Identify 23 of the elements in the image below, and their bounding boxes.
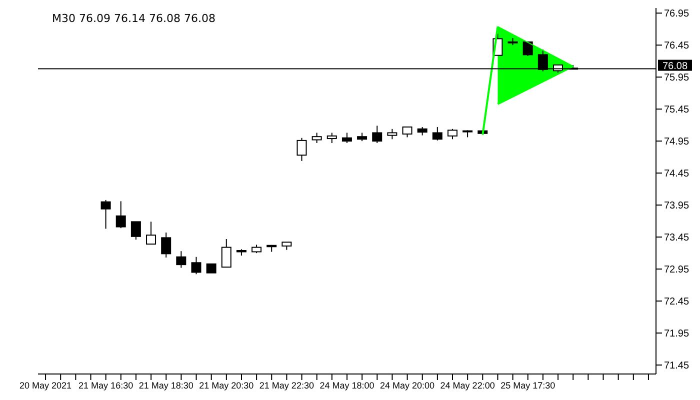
y-tick-label: 73.45 (664, 232, 690, 244)
y-tick-label: 74.45 (664, 168, 690, 180)
y-tick-label: 72.95 (664, 264, 690, 276)
y-tick-label: 74.95 (664, 136, 690, 148)
x-tick-label: 21 May 16:30 (78, 380, 134, 390)
chart-title: M30 76.09 76.14 76.08 76.08 (52, 12, 216, 25)
y-tick-label: 76.95 (664, 8, 690, 20)
x-tick-label: 20 May 2021 (20, 380, 72, 390)
x-tick-label: 24 May 22:00 (440, 380, 495, 390)
x-tick-label: 21 May 20:30 (199, 380, 254, 390)
y-tick-label: 73.95 (664, 200, 690, 212)
y-tick-label: 72.45 (664, 296, 690, 308)
y-tick-label: 71.45 (664, 360, 690, 372)
x-tick-label: 24 May 20:00 (380, 380, 435, 390)
x-tick-label: 24 May 18:00 (320, 380, 374, 390)
x-tick-label: 25 May 17:30 (500, 380, 556, 390)
y-tick-label: 75.95 (664, 72, 690, 84)
ref-line-label: 76.08 (662, 60, 688, 72)
x-tick-label: 21 May 22:30 (259, 380, 314, 390)
x-tick-label: 21 May 18:30 (138, 380, 194, 390)
y-tick-label: 76.45 (664, 40, 690, 52)
y-tick-label: 71.95 (664, 328, 690, 340)
y-tick-label: 75.45 (664, 104, 690, 116)
